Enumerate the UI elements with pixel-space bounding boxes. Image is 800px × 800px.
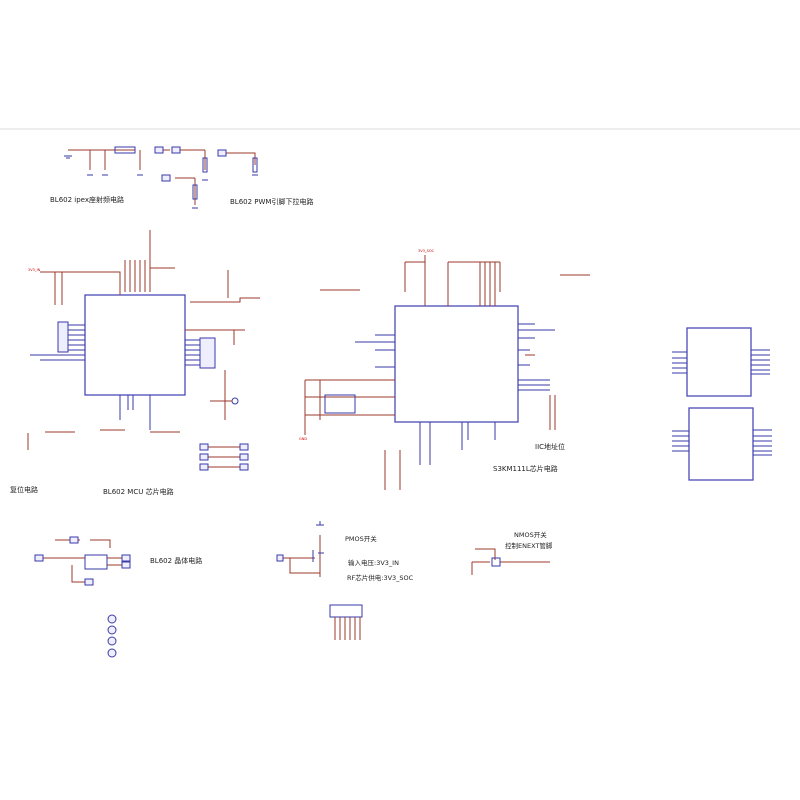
crystal-title: BL602 晶体电路 [150,556,202,565]
pmos-switch [276,521,363,640]
reset-title: 复位电路 [10,485,38,494]
input-voltage-note: 输入电压:3V3_IN [348,558,399,567]
enext-note: 控制ENEXT管脚 [505,541,553,550]
nmos-switch [471,548,550,575]
ipex-rf-title: BL602 ipex座射频电路 [50,195,124,204]
pmos-title: PMOS开关 [345,534,377,543]
crystal-circuit [34,536,131,658]
iic-address-label: IIC地址位 [535,442,565,451]
radar-title: S3KM111L芯片电路 [493,464,558,473]
mcu-title: BL602 MCU 芯片电路 [103,487,174,496]
net-vsoc: 3V3_SOC [418,249,435,253]
net-vin: 3V3_IN [28,268,41,272]
ipex-rf-circuit [64,146,258,209]
pwm-pulldown-title: BL602 PWM引脚下拉电路 [230,197,313,206]
bl602-mcu-chip [27,230,260,471]
nmos-title: NMOS开关 [514,530,547,539]
s3km111l-chip [304,255,590,490]
net-gnd: GND [299,437,307,441]
right-connectors [672,327,772,481]
rf-supply-note: RF芯片供电:3V3_SOC [347,573,414,582]
